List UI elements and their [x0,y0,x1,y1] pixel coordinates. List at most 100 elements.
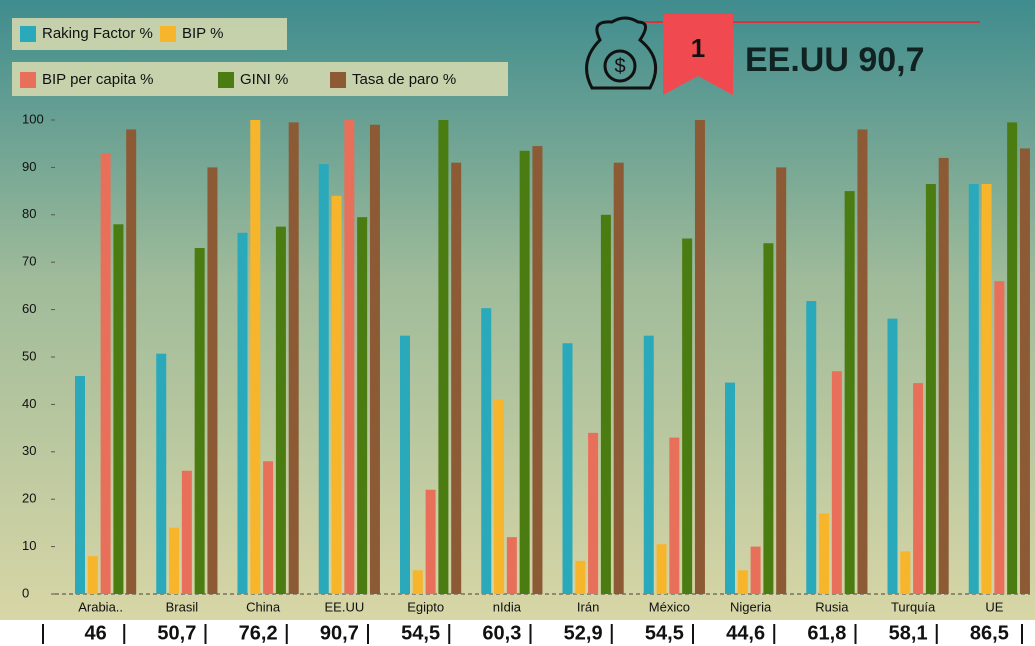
value-label: 76,2 [239,622,278,644]
money-icon: $ [585,16,658,90]
legend-label: BIP % [182,25,223,42]
bar [451,162,462,594]
y-tick-label: 40 [22,396,36,411]
value-label: 86,5 [970,622,1009,644]
bar [737,570,748,594]
x-tick-label: Turquía [891,599,936,614]
ribbon [663,14,733,95]
bar [494,399,505,594]
bar [156,353,167,594]
x-tick-label: México [649,599,690,614]
bar [87,556,98,594]
x-tick-label: Arabia.. [78,599,123,614]
bar [438,120,449,594]
x-tick-label: Nigeria [730,599,772,614]
legend-swatch [218,72,234,88]
legend-bg [12,62,508,96]
badge-text: EE.UU 90,7 [745,41,925,79]
bar [968,183,979,595]
bar [250,120,261,594]
bar [669,437,680,594]
bar [656,544,667,594]
x-tick-label: Brasil [166,599,199,614]
bar [857,129,868,595]
value-label: 54,5 [645,622,684,644]
bar [994,281,1005,594]
bar [481,308,492,594]
footer-band [0,620,1035,646]
legend-label: GINI % [240,71,288,88]
bar [725,382,735,594]
bar [506,537,517,594]
y-tick-label: 90 [22,159,36,174]
bar [207,167,218,594]
bar [519,150,530,594]
bar [1019,148,1030,594]
dollar-sign: $ [614,55,625,77]
bar [237,232,248,594]
y-tick-label: 80 [22,206,36,221]
bar [318,164,329,594]
bar [887,318,898,594]
bar [682,238,693,594]
bar [613,162,624,594]
x-tick-label: nIdia [493,599,522,614]
legend-swatch [160,26,176,42]
bar [263,461,274,594]
bar [925,183,936,595]
x-tick-label: EE.UU [325,599,365,614]
bar [600,214,611,595]
legend-swatch [330,72,346,88]
value-label: 58,1 [889,622,928,644]
bar [369,124,380,595]
bar [900,551,911,594]
bar [113,224,124,594]
value-label: 50,7 [157,622,196,644]
y-tick-label: 0 [22,585,29,600]
bar [126,129,137,595]
legend-bg [12,18,287,50]
bar [763,243,774,595]
bar [831,371,842,594]
bar [412,570,423,594]
value-label: 52,9 [564,622,603,644]
bar [694,120,705,594]
y-tick-label: 100 [22,111,44,126]
bar [344,120,355,594]
bar [562,343,573,594]
legend-label: Tasa de paro % [352,71,456,88]
legend-label: BIP per capita % [42,71,153,88]
bar [750,546,761,594]
bar [194,247,205,595]
y-tick-label: 50 [22,348,36,363]
badge-rank: 1 [691,33,705,63]
x-tick-label: China [246,599,281,614]
bar [181,470,192,594]
bar [357,217,368,595]
bar [575,560,586,594]
x-tick-label: Egipto [407,599,444,614]
y-tick-label: 10 [22,538,36,553]
bar [275,226,286,594]
legend-label: Raking Factor % [42,25,153,42]
x-tick-label: Rusia [815,599,849,614]
bar [288,122,299,595]
y-tick-label: 30 [22,443,36,458]
bar [643,335,654,594]
value-label: 61,8 [807,622,846,644]
value-label: 54,5 [401,622,440,644]
bar [1007,122,1018,595]
value-label: 46 [85,622,107,644]
bar [588,432,599,594]
bar [938,157,949,595]
value-label: 90,7 [320,622,359,644]
bar [913,383,924,594]
legend-swatch [20,26,36,42]
bar [75,375,85,594]
bar [776,167,787,594]
x-tick-label: UE [985,599,1003,614]
bar [400,335,410,594]
bar [806,301,817,594]
bar [981,183,992,595]
